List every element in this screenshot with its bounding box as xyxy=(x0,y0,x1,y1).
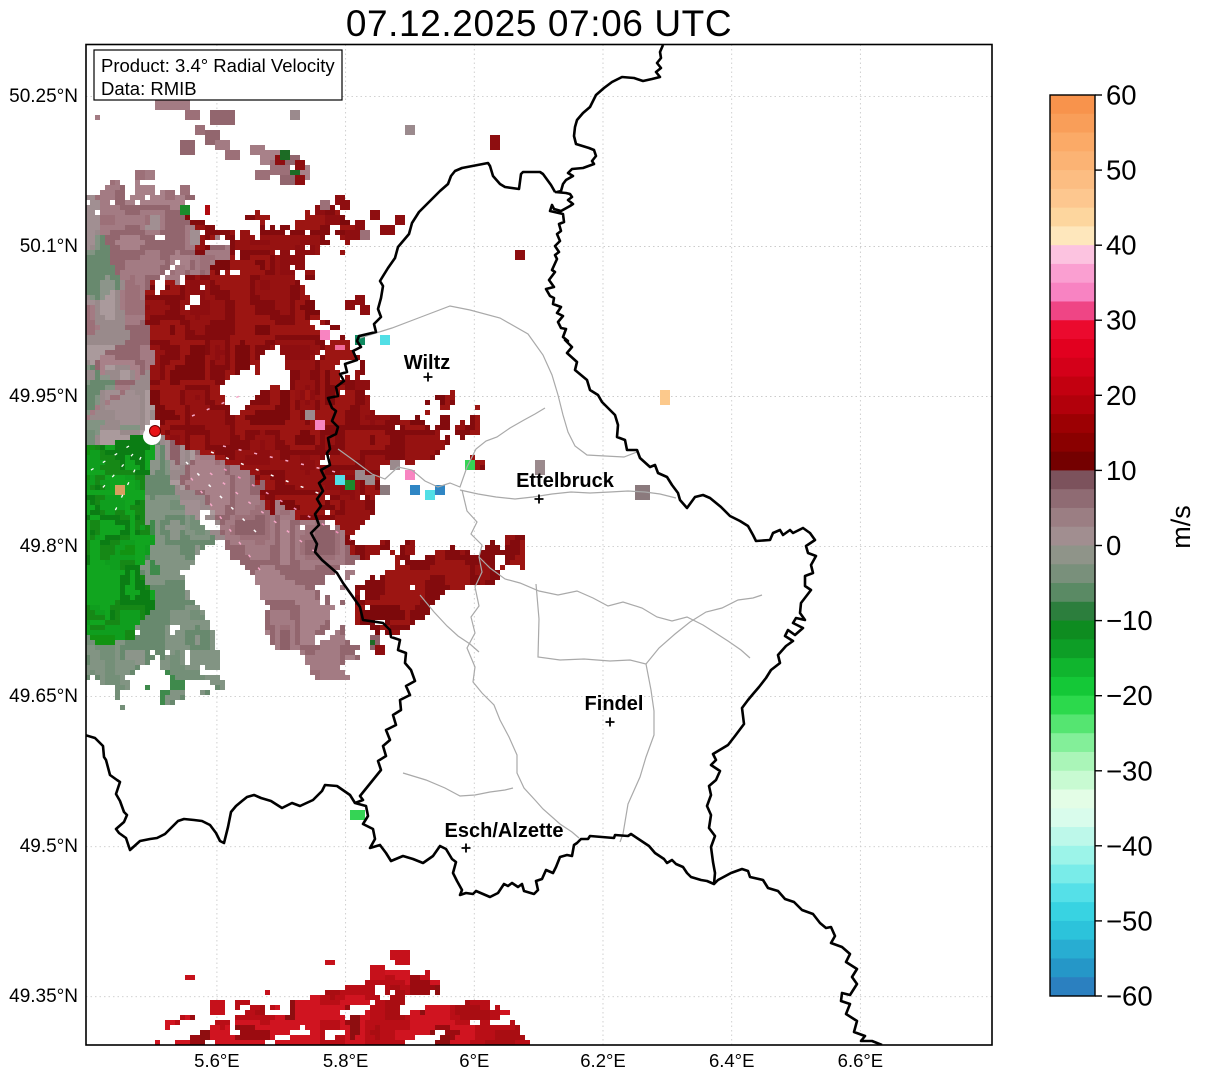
svg-text:0: 0 xyxy=(1106,530,1121,561)
svg-text:5.8°E: 5.8°E xyxy=(323,1050,368,1071)
svg-text:Ettelbruck: Ettelbruck xyxy=(516,470,615,492)
svg-text:5.6°E: 5.6°E xyxy=(194,1050,239,1071)
svg-text:−50: −50 xyxy=(1106,905,1153,936)
svg-text:20: 20 xyxy=(1106,380,1137,411)
svg-text:6.4°E: 6.4°E xyxy=(709,1050,754,1071)
svg-text:40: 40 xyxy=(1106,230,1137,261)
svg-text:m/s: m/s xyxy=(1166,505,1196,549)
svg-text:6.2°E: 6.2°E xyxy=(580,1050,625,1071)
svg-text:60: 60 xyxy=(1106,80,1137,111)
svg-text:Esch/Alzette: Esch/Alzette xyxy=(445,820,564,842)
svg-text:49.95°N: 49.95°N xyxy=(9,386,78,407)
svg-text:−60: −60 xyxy=(1106,981,1153,1012)
svg-text:Data: RMIB: Data: RMIB xyxy=(101,78,197,99)
svg-text:Wiltz: Wiltz xyxy=(404,352,450,374)
svg-text:49.5°N: 49.5°N xyxy=(20,836,78,857)
svg-text:Findel: Findel xyxy=(585,693,644,715)
svg-text:6.6°E: 6.6°E xyxy=(838,1050,883,1071)
svg-text:Product: 3.4° Radial Velocity: Product: 3.4° Radial Velocity xyxy=(101,55,335,76)
svg-text:07.12.2025 07:06 UTC: 07.12.2025 07:06 UTC xyxy=(346,3,732,44)
svg-text:−20: −20 xyxy=(1106,680,1153,711)
svg-text:30: 30 xyxy=(1106,305,1137,336)
svg-text:50.25°N: 50.25°N xyxy=(9,86,78,107)
svg-text:50.1°N: 50.1°N xyxy=(20,236,78,257)
svg-text:10: 10 xyxy=(1106,455,1137,486)
svg-text:50: 50 xyxy=(1106,155,1137,186)
svg-text:49.8°N: 49.8°N xyxy=(20,536,78,557)
svg-text:49.35°N: 49.35°N xyxy=(9,986,78,1007)
svg-text:6°E: 6°E xyxy=(459,1050,489,1071)
svg-text:−10: −10 xyxy=(1106,605,1153,636)
svg-text:−40: −40 xyxy=(1106,830,1153,861)
svg-text:−30: −30 xyxy=(1106,755,1153,786)
svg-text:49.65°N: 49.65°N xyxy=(9,686,78,707)
